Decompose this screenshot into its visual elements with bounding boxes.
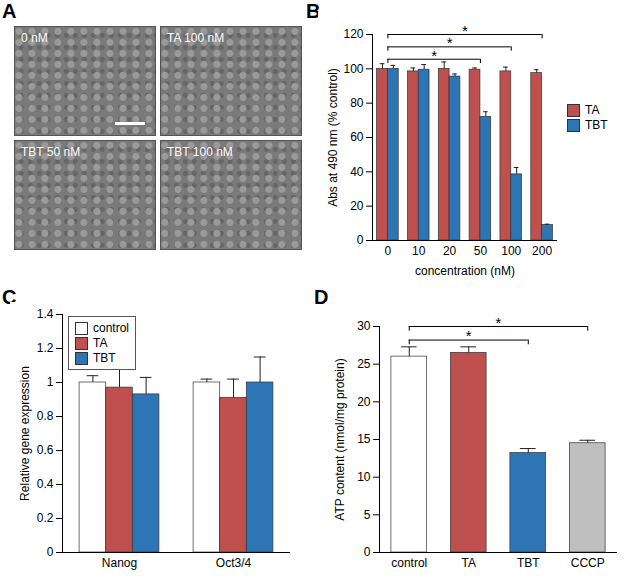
svg-text:Oct3/4: Oct3/4 xyxy=(216,556,252,570)
html-text:control: control xyxy=(93,321,129,335)
svg-text:0.2: 0.2 xyxy=(37,511,54,525)
svg-text:20: 20 xyxy=(443,244,457,258)
svg-text:ATP content (nmol/mg protein): ATP content (nmol/mg protein) xyxy=(333,358,347,520)
html-text:TBT 100 nM: TBT 100 nM xyxy=(167,145,233,159)
svg-text:0: 0 xyxy=(357,233,364,247)
svg-text:1: 1 xyxy=(47,375,54,389)
svg-text:1.2: 1.2 xyxy=(37,341,54,355)
html-text:B: B xyxy=(306,0,321,22)
svg-text:0.6: 0.6 xyxy=(37,443,54,457)
svg-text:25: 25 xyxy=(357,357,371,371)
html-text:0 nM: 0 nM xyxy=(21,31,48,45)
svg-text:30: 30 xyxy=(357,319,371,333)
svg-text:*: * xyxy=(447,34,453,51)
svg-text:20: 20 xyxy=(357,395,371,409)
svg-text:*: * xyxy=(431,47,437,64)
svg-text:CCCP: CCCP xyxy=(571,556,605,570)
svg-text:120: 120 xyxy=(343,27,363,41)
svg-text:1.4: 1.4 xyxy=(37,307,54,321)
html-text:D: D xyxy=(314,286,329,308)
svg-text:0: 0 xyxy=(364,545,371,559)
svg-text:40: 40 xyxy=(350,165,364,179)
svg-text:concentration (nM): concentration (nM) xyxy=(415,264,515,278)
svg-text:*: * xyxy=(462,22,468,39)
html-text:TBT: TBT xyxy=(585,118,608,132)
svg-text:0.8: 0.8 xyxy=(37,409,54,423)
svg-text:Abs at 490 nm (% control): Abs at 490 nm (% control) xyxy=(326,68,340,207)
svg-text:100: 100 xyxy=(501,244,521,258)
svg-text:TBT: TBT xyxy=(517,556,540,570)
svg-text:80: 80 xyxy=(350,96,364,110)
svg-text:20: 20 xyxy=(350,199,364,213)
svg-text:Relative gene expression: Relative gene expression xyxy=(18,366,32,501)
svg-text:60: 60 xyxy=(350,130,364,144)
svg-text:*: * xyxy=(466,327,472,344)
svg-text:control: control xyxy=(391,556,427,570)
html-text:A: A xyxy=(2,0,17,22)
html-text:C: C xyxy=(2,286,17,308)
svg-text:0: 0 xyxy=(47,545,54,559)
svg-text:15: 15 xyxy=(357,432,371,446)
html-text:TA: TA xyxy=(585,103,600,117)
svg-text:0.4: 0.4 xyxy=(37,477,54,491)
svg-text:50: 50 xyxy=(474,244,488,258)
svg-text:*: * xyxy=(496,314,502,331)
svg-text:10: 10 xyxy=(412,244,426,258)
svg-text:200: 200 xyxy=(532,244,552,258)
html-text:TBT 50 nM: TBT 50 nM xyxy=(21,145,81,159)
html-text:TA 100 nM: TA 100 nM xyxy=(167,31,225,45)
html-text:TBT: TBT xyxy=(93,351,116,365)
svg-text:5: 5 xyxy=(364,508,371,522)
svg-text:Nanog: Nanog xyxy=(102,556,137,570)
svg-text:0: 0 xyxy=(385,244,392,258)
svg-text:10: 10 xyxy=(357,470,371,484)
svg-text:TA: TA xyxy=(462,556,476,570)
html-text:TA: TA xyxy=(93,336,108,350)
svg-text:100: 100 xyxy=(343,62,363,76)
